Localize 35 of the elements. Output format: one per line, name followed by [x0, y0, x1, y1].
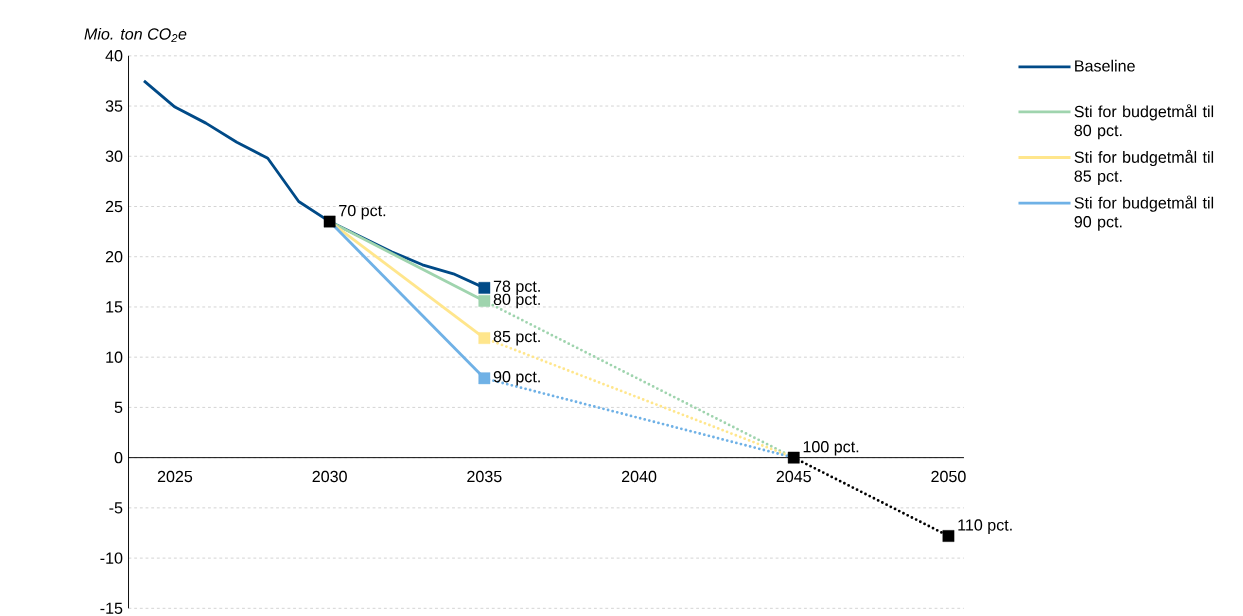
x-tick-label: 2045 — [776, 470, 811, 483]
y-tick-label: 10 — [106, 351, 123, 363]
annotation: 85 pct. — [493, 330, 540, 346]
legend-label: Sti for budgetmål til 85 pct. — [1074, 149, 1214, 186]
point — [323, 215, 336, 228]
y-tick-label: 30 — [105, 150, 123, 163]
legend-label: Baseline — [1075, 59, 1135, 72]
annotation: 110 pct. — [958, 519, 1012, 534]
y-tick-label: 5 — [114, 401, 123, 414]
point — [478, 295, 491, 307]
y-tick-label: 0 — [114, 451, 123, 464]
y-tick-label: 15 — [106, 301, 123, 313]
y-tick-label: -5 — [109, 502, 123, 514]
point — [478, 372, 491, 385]
annotation: 100 pct. — [803, 441, 859, 456]
legend-label: Sti for budgetmål til 80 pct. — [1074, 104, 1214, 140]
x-tick-label: 2030 — [312, 470, 347, 483]
point — [942, 530, 955, 542]
point — [787, 451, 800, 464]
point — [478, 282, 491, 294]
legend-label: Sti for budgetmål til 90 pct. — [1074, 195, 1214, 231]
y-tick-label: 25 — [105, 200, 123, 213]
x-tick-label: 2035 — [467, 470, 502, 483]
y-axis-title: Mio. ton CO$_{2}$e — [84, 27, 187, 43]
y-tick-label: 40 — [105, 50, 123, 62]
annotation: 90 pct. — [493, 371, 540, 386]
point — [478, 332, 491, 345]
x-tick-label: 2040 — [621, 470, 657, 483]
y-tick-label: 20 — [105, 251, 123, 263]
y-tick-label: 35 — [105, 100, 123, 112]
y-tick-label: -15 — [100, 602, 123, 614]
x-tick-label: 2025 — [157, 470, 193, 483]
y-tick-label: -10 — [100, 552, 123, 564]
annotation: 70 pct. — [339, 204, 386, 220]
x-tick-label: 2050 — [931, 470, 966, 483]
